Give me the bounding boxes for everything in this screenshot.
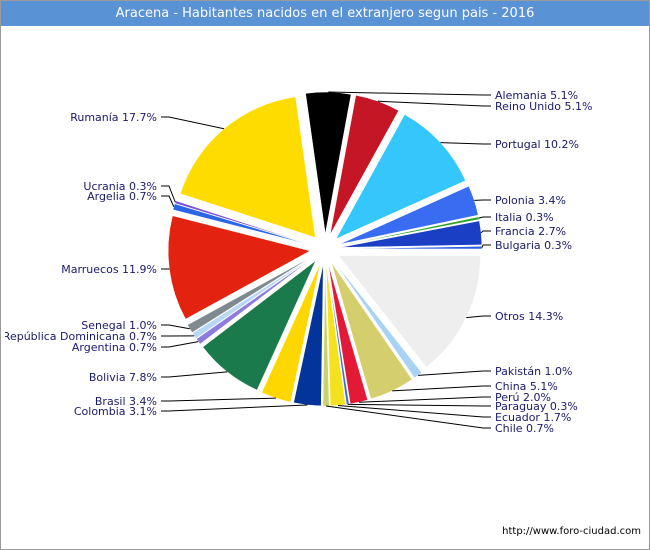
leader-line-brasil-3-4 bbox=[161, 397, 276, 402]
leader-line-otros-14-3 bbox=[466, 315, 491, 319]
slice-label-pakistan-1-0: Pakistán 1.0% bbox=[495, 365, 573, 378]
slice-label-argelia-0-7: Argelia 0.7% bbox=[87, 190, 157, 203]
leader-line-peru-2-0 bbox=[359, 396, 491, 403]
pie-slice-alemania-5-1 bbox=[305, 91, 352, 235]
pie-slice-marruecos-11-9 bbox=[167, 215, 311, 320]
pie-slice-francia-2-7 bbox=[339, 220, 483, 248]
leader-line-reino-unido-5-1 bbox=[377, 100, 491, 107]
source-url: http://www.foro-ciudad.com bbox=[502, 526, 641, 537]
pie-slice-otros-14-3 bbox=[337, 255, 481, 368]
pie-chart: Alemania 5.1%Reino Unido 5.1% Portugal 10… bbox=[5, 89, 592, 435]
leader-line-italia-0-3 bbox=[478, 216, 491, 219]
leader-line-argentina-0-7 bbox=[161, 341, 199, 348]
slice-label-rumania-17-7: Rumanía 17.7% bbox=[70, 111, 157, 124]
chart-title: Aracena - Habitantes nacidos en el extra… bbox=[1, 1, 649, 26]
slice-label-argentina-0-7: Argentina 0.7% bbox=[72, 341, 157, 354]
slice-label-ecuador-1-7: Ecuador 1.7% bbox=[495, 411, 571, 424]
slice-label-bulgaria-0-3: Bulgaria 0.3% bbox=[495, 239, 572, 252]
leader-line-alemania-5-1 bbox=[328, 91, 491, 96]
leader-line-paraguay-0-3 bbox=[347, 403, 491, 407]
leader-line-pakistan-1-0 bbox=[418, 370, 491, 376]
leader-line-portugal-10-2 bbox=[440, 142, 491, 145]
slice-label-otros-14-3: Otros 14.3% bbox=[495, 310, 563, 323]
slice-label-portugal-10-2: Portugal 10.2% bbox=[495, 138, 579, 151]
slice-label-senegal-1-0: Senegal 1.0% bbox=[81, 319, 157, 332]
leader-line-argelia-0-7 bbox=[161, 195, 175, 207]
slice-label-polonia-3-4: Polonia 3.4% bbox=[495, 194, 566, 207]
slice-label-bolivia-7-8: Bolivia 7.8% bbox=[89, 371, 157, 384]
pie-slice-polonia-3-4 bbox=[339, 185, 479, 245]
pie-slice-colombia-3-1 bbox=[293, 263, 324, 407]
pie-slice-pakistan-1-0 bbox=[333, 260, 423, 379]
leader-line-ucrania-0-3 bbox=[161, 185, 176, 203]
slice-label-peru-2-0: Perú 2.0% bbox=[495, 391, 551, 404]
slice-label-republica-dominicana-0-7: República Dominicana 0.7% bbox=[5, 330, 157, 343]
slice-label-chile-0-7: Chile 0.7% bbox=[495, 422, 554, 435]
leader-line-bulgaria-0-3 bbox=[481, 244, 491, 248]
slice-label-colombia-3-1: Colombia 3.1% bbox=[74, 405, 157, 418]
slice-label-reino-unido-5-1: Reino Unido 5.1% bbox=[495, 100, 592, 113]
slice-label-paraguay-0-3: Paraguay 0.3% bbox=[495, 400, 578, 413]
slice-label-italia-0-3: Italia 0.3% bbox=[495, 211, 554, 224]
slice-label-china-5-1: China 5.1% bbox=[495, 380, 558, 393]
slice-label-francia-2-7: Francia 2.7% bbox=[495, 225, 566, 238]
leader-line-francia-2-7 bbox=[480, 230, 491, 234]
pie-slice-italia-0-3 bbox=[339, 216, 480, 247]
slice-label-alemania-5-1: Alemania 5.1% bbox=[495, 89, 578, 102]
leader-line-bolivia-7-8 bbox=[161, 371, 228, 378]
plot-area: Alemania 5.1% Reino Unido 5.1% Portugal 10… bbox=[5, 27, 645, 544]
leader-line-colombia-3-1 bbox=[161, 404, 308, 412]
leader-line-senegal-1-0 bbox=[161, 324, 190, 330]
leader-line-china-5-1 bbox=[392, 385, 491, 392]
pie-slice-china-5-1 bbox=[331, 262, 413, 400]
slice-label-brasil-3-4: Brasil 3.4% bbox=[95, 395, 157, 408]
pie-slice-reino-unido-5-1 bbox=[329, 94, 400, 235]
leader-line-chile-0-7 bbox=[326, 405, 491, 429]
leader-line-ecuador-1-7 bbox=[337, 404, 491, 418]
slice-label-ucrania-0-3: Ucrania 0.3% bbox=[83, 180, 157, 193]
leader-line-rumania-17-7 bbox=[161, 116, 225, 130]
pie-slice-republica-dominicana-0-7 bbox=[192, 257, 313, 339]
slice-label-marruecos-11-9: Marruecos 11.9% bbox=[61, 263, 157, 276]
